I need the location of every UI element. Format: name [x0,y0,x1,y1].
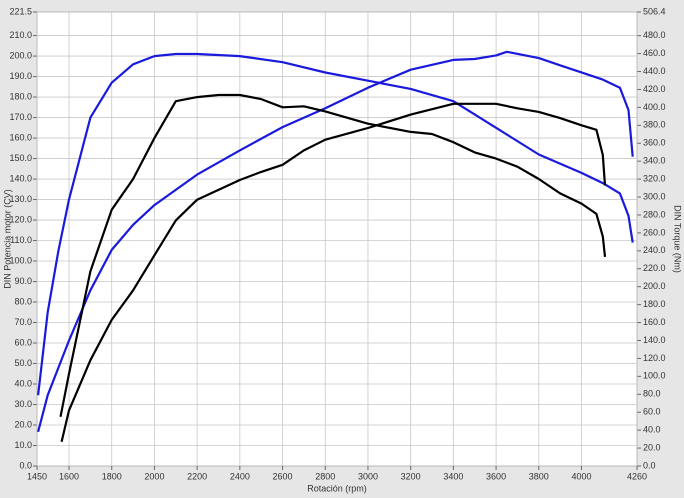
y2-tick-label: 240.0 [643,245,666,255]
y2-tick-label: 140.0 [643,335,666,345]
y2-axis-title: DIN Torque (Nm) [673,205,683,273]
y-tick-label: 40.0 [14,378,32,388]
y-tick-label: 10.0 [14,440,32,450]
y-tick-label: 80.0 [14,296,32,306]
y-tick-label: 50.0 [14,358,32,368]
y2-tick-label: 300.0 [643,191,666,201]
y2-tick-label: 320.0 [643,173,666,183]
y2-tick-label: 340.0 [643,156,666,166]
x-tick-label: 3200 [401,471,421,481]
y2-tick-label: 120.0 [643,353,666,363]
x-tick-label: 1450 [27,471,47,481]
x-tick-label: 4000 [571,471,591,481]
y-tick-label: 221.5 [9,6,32,16]
y-tick-label: 180.0 [9,91,32,101]
plot-area [36,11,638,467]
y-tick-label: 190.0 [9,71,32,81]
y2-tick-label: 160.0 [643,317,666,327]
x-tick-label: 1800 [102,471,122,481]
x-tick-label: 4260 [627,471,647,481]
y-tick-label: 200.0 [9,50,32,60]
y2-tick-label: 260.0 [643,227,666,237]
y-tick-label: 110.0 [10,235,32,245]
y2-tick-label: 0.0 [643,460,656,470]
y-tick-label: 130.0 [9,194,32,204]
y2-tick-label: 80.0 [643,389,661,399]
y-tick-label: 120.0 [9,214,32,224]
y-axis-title: DIN Potencia motor (CV) [2,189,12,289]
y-tick-label: 30.0 [14,399,32,409]
y2-tick-label: 220.0 [643,263,666,273]
y-tick-label: 140.0 [9,173,32,183]
y-tick-label: 170.0 [9,112,32,122]
y2-tick-label: 400.0 [643,102,666,112]
y2-tick-label: 280.0 [643,209,666,219]
curve [59,93,607,418]
x-axis-title: Rotación (rpm) [307,483,367,493]
y2-tick-label: 380.0 [643,120,666,130]
x-tick-label: 2200 [187,471,207,481]
y-tick-label: 100.0 [9,255,32,265]
curve [37,50,634,433]
y-tick-label: 0.0 [19,460,32,470]
x-tick-label: 3400 [443,471,463,481]
x-tick-label: 2400 [230,471,250,481]
y-tick-label: 210.0 [9,30,32,40]
y2-tick-label: 440.0 [643,66,666,76]
x-tick-label: 2600 [273,471,293,481]
x-tick-label: 1600 [59,471,79,481]
x-tick-label: 2800 [315,471,335,481]
y-tick-label: 20.0 [14,419,32,429]
y2-tick-label: 200.0 [643,281,666,291]
y-tick-label: 70.0 [14,317,32,327]
y2-tick-label: 460.0 [643,48,666,58]
x-tick-label: 3000 [358,471,378,481]
y2-tick-label: 420.0 [643,84,666,94]
y-tick-label: 90.0 [14,276,32,286]
y-tick-label: 160.0 [9,132,32,142]
curve [37,52,634,396]
y2-tick-label: 180.0 [643,299,666,309]
y2-tick-label: 40.0 [643,425,661,435]
y2-tick-label: 20.0 [643,442,661,452]
curve [60,102,607,443]
y2-tick-label: 60.0 [643,407,661,417]
y2-tick-label: 506.4 [643,6,666,16]
y2-tick-label: 100.0 [643,371,666,381]
y-tick-label: 150.0 [9,153,32,163]
x-tick-label: 3800 [529,471,549,481]
y2-tick-label: 360.0 [643,138,666,148]
x-tick-label: 3600 [486,471,506,481]
x-tick-label: 2000 [144,471,164,481]
y2-tick-label: 480.0 [643,30,666,40]
y-tick-label: 60.0 [14,337,32,347]
